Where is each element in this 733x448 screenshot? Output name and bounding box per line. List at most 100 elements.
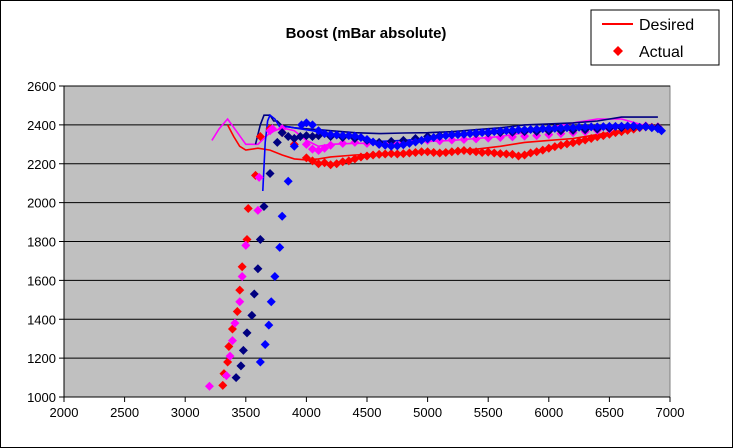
actual-point xyxy=(495,133,505,143)
actual-point xyxy=(544,124,554,134)
axes: 1000 1200 1400 1600 1800 2000 2200 2400 2600 2000… xyxy=(27,79,684,420)
actual-point xyxy=(489,148,499,158)
actual-point xyxy=(227,336,237,346)
actual-point xyxy=(556,123,566,133)
actual-point xyxy=(447,135,457,145)
actual-point xyxy=(635,122,645,132)
actual-point xyxy=(489,127,499,137)
actual-point xyxy=(307,120,317,130)
actual-point xyxy=(204,381,214,391)
actual-point xyxy=(368,150,378,160)
actual-point xyxy=(236,361,246,371)
actual-point xyxy=(392,141,402,151)
actual-point xyxy=(514,151,523,161)
actual-point xyxy=(532,147,542,157)
actual-point xyxy=(237,262,247,272)
actual-point xyxy=(562,123,572,133)
actual-point xyxy=(568,138,578,148)
x-tick-label: 2500 xyxy=(110,405,139,420)
actual-point xyxy=(314,159,324,169)
actual-point xyxy=(350,131,360,141)
x-tick-label: 5000 xyxy=(413,405,442,420)
actual-point xyxy=(471,147,481,157)
actual-point xyxy=(447,130,457,140)
actual-point xyxy=(592,132,602,142)
actual-point xyxy=(580,122,590,132)
actual-point xyxy=(242,235,252,245)
actual-point xyxy=(398,140,408,150)
actual-point xyxy=(275,242,285,252)
actual-point xyxy=(417,147,427,157)
actual-point xyxy=(574,122,584,132)
x-tick-label: 3500 xyxy=(231,405,260,420)
x-tick-label: 7000 xyxy=(656,405,685,420)
actual-point xyxy=(580,135,590,145)
actual-point xyxy=(235,297,245,307)
actual-point xyxy=(272,137,282,147)
y-tick-label: 2400 xyxy=(27,118,56,133)
actual-point xyxy=(255,357,265,367)
actual-point xyxy=(417,135,427,145)
actual-point xyxy=(514,125,523,135)
actual-point xyxy=(604,129,614,139)
actual-point xyxy=(423,134,433,144)
x-tick-label: 6500 xyxy=(595,405,624,420)
actual-point xyxy=(254,172,264,182)
y-tick-label: 2200 xyxy=(27,157,56,172)
actual-point xyxy=(495,126,505,136)
actual-point xyxy=(267,124,277,134)
legend-label-actual: Actual xyxy=(639,44,683,61)
actual-point xyxy=(404,148,414,158)
actual-point xyxy=(264,320,274,330)
actual-point xyxy=(586,122,596,132)
actual-point xyxy=(253,264,263,274)
actual-point xyxy=(641,122,651,132)
actual-point xyxy=(532,124,542,134)
x-tick-label: 6000 xyxy=(534,405,563,420)
actual-point xyxy=(392,149,402,159)
actual-point xyxy=(301,139,311,149)
actual-point xyxy=(283,176,293,186)
actual-point xyxy=(374,139,384,149)
actual-point xyxy=(410,147,420,157)
legend-box xyxy=(590,9,720,66)
actual-point xyxy=(232,306,242,316)
actual-point xyxy=(501,126,511,136)
actual-point xyxy=(459,146,469,156)
actual-point xyxy=(610,128,620,138)
actual-point xyxy=(247,310,257,320)
actual-point xyxy=(356,152,366,162)
actual-point xyxy=(453,146,463,156)
actual-point xyxy=(526,148,536,158)
actual-point xyxy=(320,129,330,139)
actual-point xyxy=(441,147,451,157)
actual-point xyxy=(362,151,372,161)
actual-point xyxy=(629,121,639,131)
actual-point xyxy=(459,134,469,144)
series-layer xyxy=(204,113,667,391)
actual-point xyxy=(429,133,439,143)
actual-point xyxy=(307,144,317,154)
actual-point xyxy=(231,373,241,383)
actual-point xyxy=(471,134,481,144)
actual-point xyxy=(526,125,536,135)
actual-point xyxy=(538,124,548,134)
actual-point xyxy=(277,211,287,221)
x-tick-label: 4500 xyxy=(353,405,382,420)
desired-line-2 xyxy=(254,114,658,145)
actual-point xyxy=(277,128,287,138)
actual-point xyxy=(338,138,348,148)
actual-point xyxy=(501,149,511,159)
actual-point xyxy=(574,136,584,146)
actual-point xyxy=(243,203,253,213)
actual-point xyxy=(235,285,245,295)
actual-point xyxy=(398,149,408,159)
chart-title: Boost (mBar absolute) xyxy=(286,25,447,42)
actual-point xyxy=(617,121,627,131)
actual-point xyxy=(374,149,384,159)
actual-point xyxy=(386,149,396,159)
actual-point xyxy=(495,149,505,159)
actual-point xyxy=(332,130,342,140)
